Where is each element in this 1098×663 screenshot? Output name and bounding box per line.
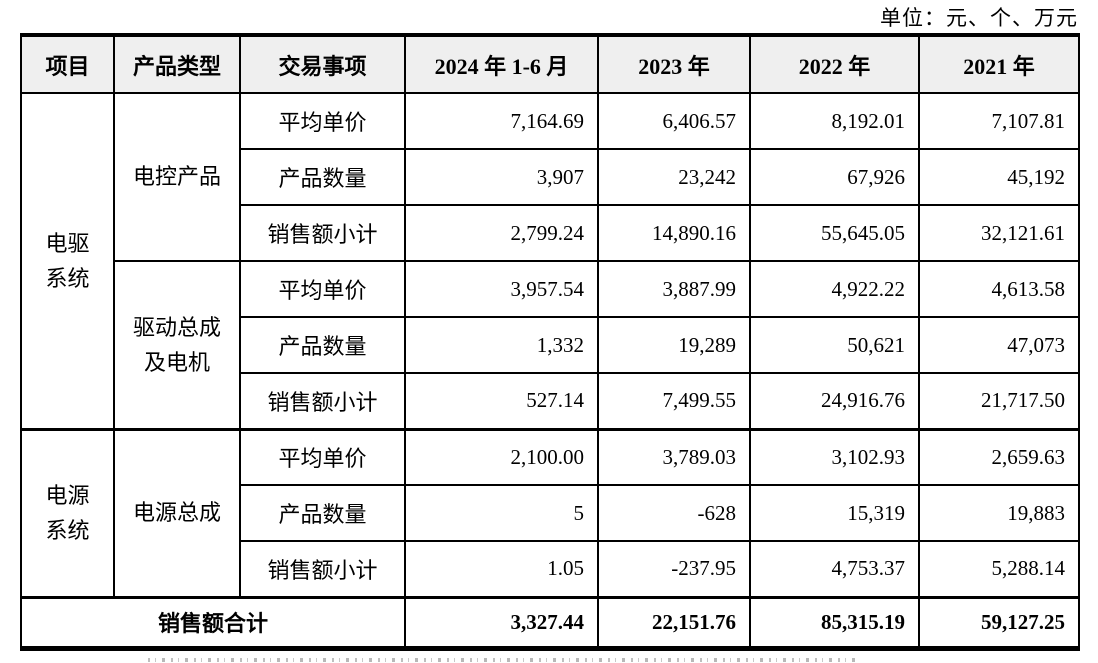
total-value-cell: 85,315.19 <box>749 595 920 649</box>
value-cell: 1,332 <box>404 316 599 374</box>
value-cell: 55,645.05 <box>749 204 920 262</box>
table-row: 电源 系统 电源总成 平均单价 2,100.00 3,789.03 3,102.… <box>20 427 1080 598</box>
table-row: 销售额小计 2,799.24 14,890.16 55,645.05 32,12… <box>21 204 1080 262</box>
header-2024h1: 2024 年 1-6 月 <box>404 34 599 94</box>
row-label: 销售额小计 <box>239 204 406 262</box>
value-cell: 5,288.14 <box>918 540 1080 598</box>
value-cell: 8,192.01 <box>749 92 920 150</box>
table-row: 电驱 系统 电控产品 平均单价 7,164.69 6,406.57 8,192.… <box>20 92 1080 430</box>
value-cell: 4,922.22 <box>749 260 920 318</box>
value-cell: 47,073 <box>918 316 1080 374</box>
table-row: 产品数量 5 -628 15,319 19,883 <box>21 484 1080 542</box>
value-cell: -237.95 <box>597 540 751 598</box>
value-cell: 4,753.37 <box>749 540 920 598</box>
value-cell: 19,289 <box>597 316 751 374</box>
value-cell: 3,789.03 <box>597 427 751 486</box>
value-cell: 3,907 <box>404 148 599 206</box>
row-label: 产品数量 <box>239 316 406 374</box>
value-cell: 2,799.24 <box>404 204 599 262</box>
value-cell: 15,319 <box>749 484 920 542</box>
row-label: 产品数量 <box>239 484 406 542</box>
row-label: 平均单价 <box>239 260 406 318</box>
cell-product-econtrol: 电控产品 <box>113 92 241 262</box>
value-cell: 2,100.00 <box>404 427 599 486</box>
total-row: 销售额合计 3,327.44 22,151.76 85,315.19 59,12… <box>20 595 1080 649</box>
row-label: 销售额小计 <box>239 540 406 598</box>
header-2022: 2022 年 <box>749 34 920 94</box>
total-value-cell: 3,327.44 <box>404 595 599 649</box>
total-value-cell: 22,151.76 <box>597 595 751 649</box>
cell-item-electric-drive: 电驱 系统 <box>20 92 115 430</box>
value-cell: 4,613.58 <box>918 260 1080 318</box>
table-row: 驱动总成 及电机 平均单价 3,957.54 3,887.99 4,922.22… <box>21 260 1080 430</box>
header-2023: 2023 年 <box>597 34 751 94</box>
total-value-cell: 59,127.25 <box>918 595 1080 649</box>
value-cell: 527.14 <box>404 372 599 430</box>
value-cell: 45,192 <box>918 148 1080 206</box>
value-cell: 32,121.61 <box>918 204 1080 262</box>
value-cell: 7,499.55 <box>597 372 751 430</box>
table-row: 销售额小计 527.14 7,499.55 24,916.76 21,717.5… <box>21 372 1080 430</box>
value-cell: 24,916.76 <box>749 372 920 430</box>
value-cell: 67,926 <box>749 148 920 206</box>
value-cell: 1.05 <box>404 540 599 598</box>
value-cell: 3,957.54 <box>404 260 599 318</box>
value-cell: 5 <box>404 484 599 542</box>
header-item: 项目 <box>20 34 115 94</box>
value-cell: 21,717.50 <box>918 372 1080 430</box>
cell-item-power-system: 电源 系统 <box>20 427 115 598</box>
value-cell: 7,107.81 <box>918 92 1080 150</box>
clipped-footnote-text <box>148 658 858 662</box>
cell-product-drive-assembly: 驱动总成 及电机 <box>113 260 241 430</box>
value-cell: 2,659.63 <box>918 427 1080 486</box>
value-cell: 14,890.16 <box>597 204 751 262</box>
cell-product-power-assembly: 电源总成 <box>113 427 241 598</box>
value-cell: 6,406.57 <box>597 92 751 150</box>
value-cell: 3,887.99 <box>597 260 751 318</box>
table-row: 产品数量 1,332 19,289 50,621 47,073 <box>21 316 1080 374</box>
header-2021: 2021 年 <box>918 34 1080 94</box>
header-product-type: 产品类型 <box>113 34 241 94</box>
unit-label: 单位：元、个、万元 <box>880 6 1078 30</box>
row-label: 平均单价 <box>239 427 406 486</box>
row-label: 产品数量 <box>239 148 406 206</box>
table-row: 产品数量 3,907 23,242 67,926 45,192 <box>21 148 1080 206</box>
value-cell: 23,242 <box>597 148 751 206</box>
total-label: 销售额合计 <box>20 595 406 649</box>
table-row: 销售额小计 1.05 -237.95 4,753.37 5,288.14 <box>21 540 1080 598</box>
value-cell: 7,164.69 <box>404 92 599 150</box>
value-cell: -628 <box>597 484 751 542</box>
sales-breakdown-table: 项目 产品类型 交易事项 2024 年 1-6 月 2023 年 2022 年 … <box>20 33 1080 651</box>
header-transaction: 交易事项 <box>239 34 406 94</box>
row-label: 平均单价 <box>239 92 406 150</box>
header-row: 项目 产品类型 交易事项 2024 年 1-6 月 2023 年 2022 年 … <box>20 34 1080 94</box>
row-label: 销售额小计 <box>239 372 406 430</box>
value-cell: 3,102.93 <box>749 427 920 486</box>
value-cell: 50,621 <box>749 316 920 374</box>
value-cell: 19,883 <box>918 484 1080 542</box>
